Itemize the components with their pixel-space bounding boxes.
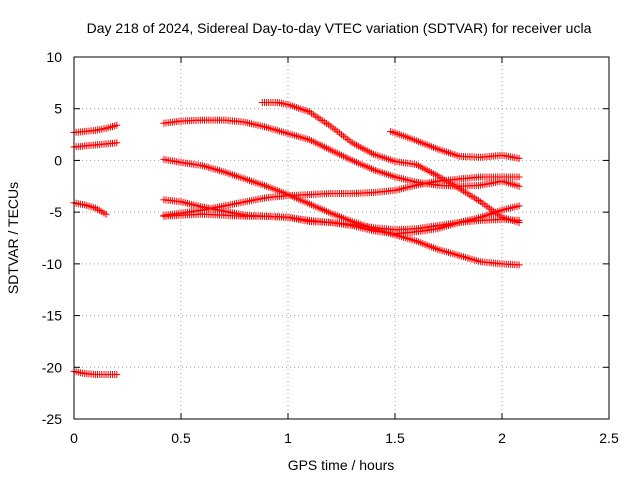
y-tick-label: -5 xyxy=(50,204,63,220)
x-tick-label: 0.5 xyxy=(171,430,191,446)
axes: 0 0.5 1 1.5 2 2.5 -25 -20 -15 -10 -5 0 5 10 xyxy=(42,49,619,446)
data-point-marker xyxy=(113,139,121,147)
x-tick-label: 2.5 xyxy=(599,430,619,446)
series-track-4 xyxy=(70,367,121,378)
series-track-10 xyxy=(387,128,523,162)
data-point-marker xyxy=(515,182,523,190)
x-tick-label: 1 xyxy=(284,430,292,446)
series-track-1 xyxy=(70,121,121,136)
grid-lines xyxy=(74,57,609,419)
series-track-11 xyxy=(160,210,523,234)
y-tick-label: -20 xyxy=(42,359,62,375)
y-tick-label: -25 xyxy=(42,411,62,427)
data-point-marker xyxy=(113,371,121,378)
y-axis-label: SDTVAR / TECUs xyxy=(5,182,21,294)
x-tick-label: 2 xyxy=(498,430,506,446)
series-track-3 xyxy=(70,199,110,218)
x-tick-label: 1.5 xyxy=(385,430,405,446)
data-point-marker xyxy=(102,210,110,218)
data-point-marker xyxy=(515,216,523,224)
plot-area-frame xyxy=(73,56,610,420)
x-axis-label: GPS time / hours xyxy=(288,457,395,473)
data-point-marker xyxy=(113,121,121,129)
data-point-marker xyxy=(515,173,523,181)
data-point-marker xyxy=(515,154,523,162)
x-tick-label: 0 xyxy=(70,430,78,446)
y-tick-label: 10 xyxy=(46,49,62,65)
data-point-marker xyxy=(515,261,523,269)
y-tick-label: 5 xyxy=(54,101,62,117)
data-point-marker xyxy=(515,202,523,210)
data-points xyxy=(70,99,523,378)
y-tick-label: -10 xyxy=(42,256,62,272)
chart-title: Day 218 of 2024, Sidereal Day-to-day VTE… xyxy=(87,20,592,36)
series-track-2 xyxy=(70,139,121,151)
y-tick-label: -15 xyxy=(42,308,62,324)
series-track-9 xyxy=(258,99,523,226)
y-tick-label: 0 xyxy=(54,152,62,168)
